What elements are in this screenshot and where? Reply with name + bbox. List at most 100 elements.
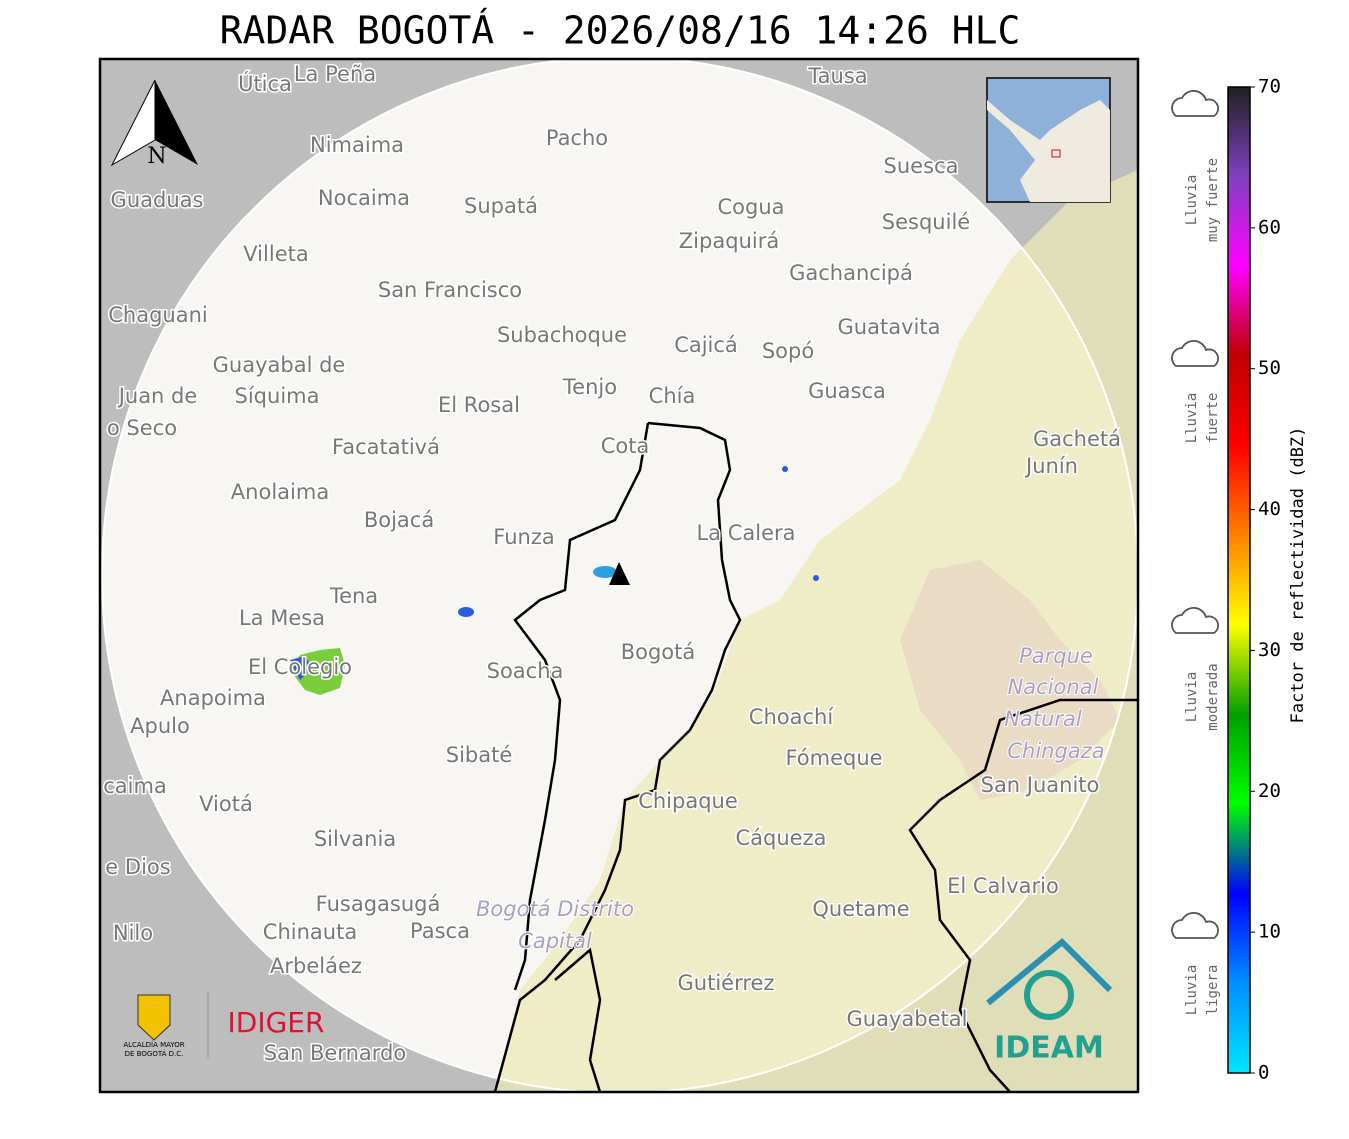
place-label: o Seco	[107, 416, 177, 440]
protected-area-label: Capital	[518, 929, 592, 953]
place-label: Anapoima	[160, 686, 266, 710]
north-label: N	[147, 144, 166, 169]
place-label: El Rosal	[438, 393, 520, 417]
place-label: Quetame	[812, 897, 909, 921]
radar-site	[609, 562, 630, 585]
place-label: Junín	[1024, 454, 1078, 478]
place-label: Nilo	[113, 921, 153, 945]
place-label: Sesquilé	[882, 210, 970, 234]
colorbar-tick-label: 70	[1258, 76, 1281, 98]
map-frame	[98, 57, 1140, 1094]
rain-level-label: muy fuerte	[1205, 158, 1221, 242]
protected-area-label: Chingaza	[1007, 739, 1104, 763]
place-label: Útica	[238, 71, 292, 96]
place-label: Tenjo	[562, 375, 617, 399]
protected-area-label: Parque	[1019, 644, 1093, 668]
place-label: Guatavita	[838, 315, 941, 339]
place-label: Fusagasugá	[316, 892, 441, 916]
radar-echo	[458, 607, 474, 617]
place-label: Apulo	[130, 714, 190, 738]
place-label: Gutiérrez	[678, 971, 775, 995]
place-label: Nocaima	[318, 186, 410, 210]
colorbar	[1227, 86, 1251, 1074]
place-label: Bogotá	[621, 640, 696, 664]
rain-level-label: moderada	[1205, 663, 1221, 730]
place-label: Zipaquirá	[679, 229, 779, 253]
north-arrow	[155, 80, 198, 165]
colorbar-label: Factor de reflectividad (dBZ)	[1288, 427, 1308, 724]
place-label: Bojacá	[364, 508, 434, 532]
place-label: caima	[103, 774, 167, 798]
ideam-swirl	[1024, 970, 1074, 1020]
place-label: Fómeque	[785, 746, 882, 770]
place-label: Choachí	[749, 705, 835, 729]
rain-level-label: ligera	[1205, 965, 1221, 1016]
protected-area-label: Bogotá Distrito	[476, 897, 634, 921]
place-label: Subachoque	[497, 323, 627, 347]
inset-land	[987, 100, 1110, 202]
place-label: La Peña	[294, 62, 376, 86]
rain-icon	[1171, 911, 1219, 939]
place-label: Chaguani	[108, 303, 208, 327]
place-label: Síquima	[235, 384, 320, 408]
place-label: Guayabal de	[213, 353, 346, 377]
place-label: Supatá	[464, 194, 538, 218]
protected-area-label: Nacional	[1008, 675, 1099, 699]
place-label: Viotá	[199, 792, 253, 816]
place-label: El Colegio	[248, 655, 352, 679]
place-label: Soacha	[487, 659, 564, 683]
department-boundary	[554, 698, 1138, 1092]
place-label: Suesca	[884, 154, 959, 178]
place-label: Sibaté	[446, 743, 513, 767]
inset-locator	[1051, 149, 1061, 158]
title: RADAR BOGOTÁ - 2026/08/16 14:26 HLC	[220, 9, 1021, 53]
place-label: Cáqueza	[736, 826, 827, 850]
place-label: Anolaima	[231, 480, 329, 504]
logo-text: DE BOGOTÁ D.C.	[125, 1049, 184, 1058]
rain-icon	[1171, 89, 1219, 117]
place-label: Chipaque	[638, 789, 738, 813]
place-label: Pasca	[410, 919, 470, 943]
place-label: San Bernardo	[264, 1041, 406, 1065]
bogota-boundary	[493, 421, 742, 1092]
place-label: La Mesa	[239, 606, 325, 630]
place-label: El Calvario	[947, 874, 1059, 898]
place-label: Guayabetal	[847, 1007, 968, 1031]
alcaldia-shield	[137, 994, 171, 1041]
colorbar-tick-label: 0	[1258, 1062, 1269, 1084]
colorbar-tick-label: 30	[1258, 639, 1281, 661]
place-label: Tausa	[807, 64, 867, 88]
rain-level-label: fuerte	[1205, 393, 1221, 444]
logo-text: ALCALDÍA MAYOR	[123, 1040, 184, 1049]
place-label: Gachetá	[1033, 427, 1121, 451]
rain-icon	[1171, 606, 1219, 634]
protected-area-label: Natural	[1004, 707, 1082, 731]
rain-level-label: Lluvia	[1184, 965, 1200, 1016]
place-label: Guasca	[808, 379, 886, 403]
place-label: Nimaima	[310, 133, 404, 157]
place-label: e Dios	[105, 855, 170, 879]
place-label: Villeta	[243, 242, 308, 266]
ideam-roof	[986, 937, 1113, 1006]
place-label: San Juanito	[981, 773, 1100, 797]
place-label: Silvania	[314, 827, 396, 851]
place-label: Juan de	[117, 384, 198, 408]
map: Útica La Peña Tausa Pacho Nimaima Guaduas Noca…	[100, 59, 1138, 1092]
colorbar-tick-label: 50	[1258, 357, 1281, 379]
place-label: La Calera	[696, 521, 795, 545]
place-label: Facatativá	[332, 435, 440, 459]
place-label: Chinauta	[263, 920, 357, 944]
colorbar-tick-label: 40	[1258, 498, 1281, 520]
rain-level-label: Lluvia	[1184, 393, 1200, 444]
place-label: Cajicá	[674, 333, 738, 357]
place-label: Funza	[493, 525, 554, 549]
terrain	[495, 170, 1138, 1092]
place-label: Gachancipá	[789, 261, 913, 285]
place-label: Tena	[329, 584, 378, 608]
place-label: Cogua	[717, 195, 784, 219]
place-label: San Francisco	[378, 278, 522, 302]
place-label: Sopó	[762, 339, 814, 363]
radar-echo	[593, 566, 617, 578]
place-label: Pacho	[546, 126, 608, 150]
